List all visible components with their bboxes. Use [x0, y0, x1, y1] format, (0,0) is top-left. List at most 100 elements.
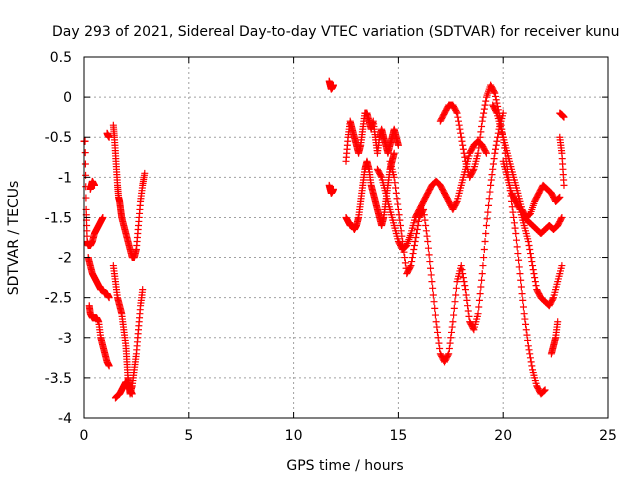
data-point-interp: [409, 250, 417, 258]
y-tick-label: -1: [58, 170, 72, 186]
series-arc-5: [103, 129, 113, 141]
data-point-interp: [427, 264, 435, 272]
data-point-interp: [406, 263, 414, 271]
data-point-interp: [96, 331, 104, 339]
data-point-interp: [390, 151, 398, 159]
data-point-interp: [519, 303, 527, 311]
data-point-interp: [367, 179, 375, 187]
data-point-interp: [448, 323, 456, 331]
data-point-interp: [81, 149, 89, 157]
data-point-interp: [485, 195, 493, 203]
data-point-interp: [396, 221, 404, 229]
data-point-interp: [487, 176, 495, 184]
data-point-interp: [447, 334, 455, 342]
data-point-interp: [459, 141, 467, 149]
data-point-interp: [526, 350, 534, 358]
data-point: [491, 149, 499, 157]
data-point-interp: [481, 238, 489, 246]
data-point-interp: [459, 274, 467, 282]
data-point-interp: [111, 275, 119, 283]
data-point-interp: [138, 184, 146, 192]
y-tick-label: -0.5: [45, 130, 72, 146]
data-point-interp: [99, 214, 107, 222]
data-point-interp: [558, 147, 566, 155]
data-point-interp: [488, 171, 496, 179]
data-point-interp: [490, 88, 498, 96]
data-point-interp: [524, 235, 532, 243]
data-point-interp: [418, 200, 426, 208]
data-point-interp: [481, 101, 489, 109]
data-point-interp: [358, 128, 366, 136]
y-tick-label: -3: [58, 331, 72, 347]
data-point-interp: [134, 330, 142, 338]
data-point-interp: [522, 326, 530, 334]
data-point-interp: [460, 149, 468, 157]
data-point-interp: [517, 276, 525, 284]
data-point-interp: [521, 315, 529, 323]
data-point-interp: [329, 186, 337, 194]
data-point-interp: [457, 129, 465, 137]
data-point-interp: [422, 192, 430, 200]
data-point-interp: [514, 250, 522, 258]
data-point-interp: [526, 246, 534, 254]
data-point-interp: [532, 282, 540, 290]
data-point-interp: [385, 203, 393, 211]
x-axis-label: GPS time / hours: [286, 458, 403, 474]
series-arc-20: [556, 109, 568, 121]
data-point-interp: [452, 284, 460, 292]
data-point-interp: [94, 317, 102, 325]
data-point: [424, 238, 432, 246]
data-point-interp: [477, 283, 485, 291]
data-point-interp: [113, 291, 121, 299]
y-tick-label: 0.5: [50, 50, 72, 66]
data-point-interp: [105, 361, 113, 369]
y-tick-label: -3.5: [45, 371, 72, 387]
data-point-interp: [356, 200, 364, 208]
data-point-interp: [492, 96, 500, 104]
data-point: [520, 310, 528, 318]
data-point: [428, 278, 436, 286]
data-point-interp: [406, 264, 414, 272]
data-point-interp: [510, 219, 518, 227]
data-point: [529, 262, 537, 270]
data-point-interp: [468, 168, 476, 176]
data-point-interp: [484, 208, 492, 216]
data-point-interp: [105, 293, 113, 301]
data-point-interp: [489, 160, 497, 168]
data-point-interp: [480, 254, 488, 262]
data-point-interp: [397, 227, 405, 235]
data-point-interp: [526, 354, 534, 362]
y-tick-label: -4: [58, 411, 72, 427]
data-point-interp: [473, 312, 481, 320]
data-point-interp: [394, 235, 402, 243]
data-point-interp: [429, 291, 437, 299]
y-tick-label: -1.5: [45, 210, 72, 226]
data-point-interp: [447, 328, 455, 336]
data-point-interp: [469, 324, 477, 332]
data-point-interp: [509, 208, 517, 216]
data-point-interp: [117, 308, 125, 316]
data-point-interp: [452, 291, 460, 299]
data-point-interp: [396, 216, 404, 224]
data-point-interp: [517, 283, 525, 291]
data-point-interp: [379, 215, 387, 223]
data-point-interp: [392, 189, 400, 197]
data-point-interp: [358, 184, 366, 192]
data-point-interp: [400, 248, 408, 256]
data-point-interp: [532, 379, 540, 387]
data-point-interp: [455, 121, 463, 129]
series-arc-15: [436, 81, 549, 398]
data-point-interp: [452, 199, 460, 207]
data-point-interp: [365, 164, 373, 172]
y-tick-label: -2.5: [45, 291, 72, 307]
data-point-interp: [140, 171, 148, 179]
data-point-interp: [480, 109, 488, 117]
data-point-interp: [501, 139, 509, 147]
data-point-interp: [401, 254, 409, 262]
data-point: [524, 342, 532, 350]
data-point-interp: [539, 388, 547, 396]
data-point-interp: [510, 213, 518, 221]
data-point-interp: [446, 339, 454, 347]
data-point-interp: [527, 358, 535, 366]
data-point-interp: [527, 254, 535, 262]
